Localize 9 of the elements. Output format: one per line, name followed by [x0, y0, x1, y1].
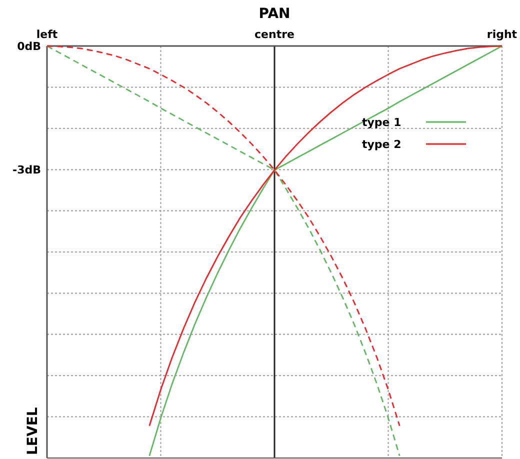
- y-tick-label: -3dB: [12, 164, 41, 177]
- x-tick-label: right: [486, 28, 518, 41]
- x-axis-title: PAN: [258, 6, 290, 22]
- y-axis-title: LEVEL: [25, 407, 41, 455]
- legend-label: type 1: [362, 116, 402, 129]
- y-tick-label: 0dB: [17, 40, 41, 53]
- x-tick-label: centre: [254, 28, 294, 41]
- x-tick-label: left: [36, 28, 58, 41]
- legend-label: type 2: [362, 138, 402, 151]
